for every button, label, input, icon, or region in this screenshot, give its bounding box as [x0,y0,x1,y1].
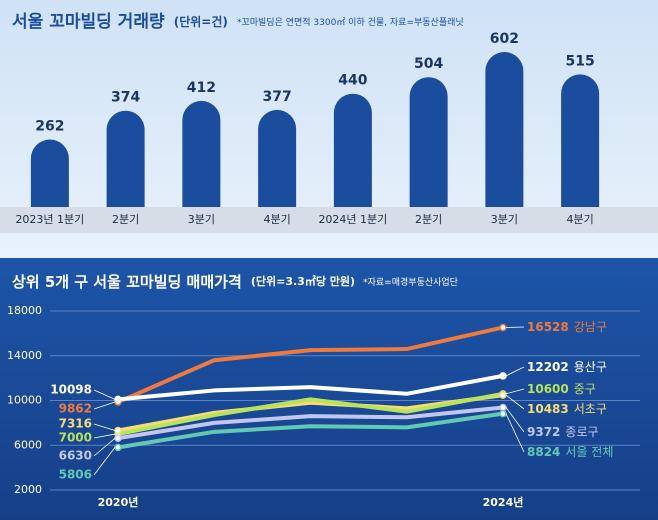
y-tick-label: 2000 [14,483,42,496]
end-value: 16528 [527,320,569,334]
bar [333,93,372,207]
end-label: 10600 중구 [527,382,596,396]
bar [485,52,524,207]
value-label: 504 [414,56,443,72]
end-label: 12202 용산구 [527,360,607,374]
x-tick-label: 2분기 [415,213,442,226]
value-label: 440 [338,73,367,89]
x-tick-label: 3분기 [491,213,518,226]
end-value: 10483 [527,402,569,416]
x-tick-label: 2분기 [112,213,139,226]
leader [505,388,525,395]
point [499,391,507,399]
end-value: 10600 [527,382,569,396]
value-label: 412 [187,80,216,96]
chart-subtitle: (단위=3.3㎡당 만원) [251,274,355,288]
bottom-heading: 상위 5개 구 서울 꼬마빌딩 매매가격 (단위=3.3㎡당 만원) *자료=매… [12,272,458,291]
y-tick-label: 6000 [14,438,42,451]
legend-label: 서울 전체 [565,445,613,459]
legend-label: 중구 [574,382,596,396]
x-tick-label: 4분기 [567,213,594,226]
legend-label: 서초구 [574,402,607,416]
x-tick-label: 2023년 1분기 [15,213,84,226]
chart-note: *꼬마빌딩은 연면적 3300㎡ 이하 건물, 자료=부동산플래닛 [237,16,464,28]
leader [93,401,116,410]
point [499,323,507,332]
end-value: 9372 [527,425,560,439]
value-label: 377 [263,89,292,105]
leader [93,433,116,439]
start-label: 10098 [50,383,92,397]
end-value: 12202 [527,360,569,374]
line [117,411,504,450]
line [117,373,504,402]
x-tick-label: 3분기 [188,213,215,226]
bar [561,74,600,207]
line [117,391,504,437]
value-label: 515 [566,53,595,69]
y-tick-label: 18000 [7,304,42,317]
value-label: 602 [490,31,519,47]
leader [93,437,116,457]
x-tick-label: 2024년 1분기 [318,213,387,226]
start-label: 5806 [59,468,92,482]
end-label: 10483 서초구 [527,402,607,416]
value-label: 262 [35,119,64,135]
leader [93,447,116,476]
end-value: 8824 [527,445,560,459]
chart-title: 상위 5개 구 서울 꼬마빌딩 매매가격 [12,273,242,291]
x-tick-label: 2024년 [483,495,524,509]
leader [505,394,525,410]
line [117,405,504,441]
legend-label: 종로구 [565,425,598,439]
x-tick-label: 4분기 [264,213,291,226]
chart-subtitle: (단위=건) [174,14,228,29]
leader [505,407,525,433]
x-tick-label: 2020년 [98,495,139,509]
point [114,443,122,452]
start-label: 6630 [59,449,92,463]
bar [182,100,221,207]
axis-strip [0,207,658,233]
end-label: 9372 종로구 [527,425,599,439]
value-label: 374 [111,90,140,106]
point [114,395,122,404]
y-tick-label: 14000 [7,349,42,362]
y-tick-label: 10000 [7,394,42,407]
top-heading: 서울 꼬마빌딩 거래량 (단위=건) *꼬마빌딩은 연면적 3300㎡ 이하 건… [12,12,464,33]
point [499,403,507,412]
end-label: 16528 강남구 [527,320,607,334]
leader [505,366,525,377]
leader [93,423,116,431]
leader [93,389,116,400]
point [499,372,507,380]
chart-title: 서울 꼬마빌딩 거래량 [12,12,165,32]
point [114,434,122,442]
end-label: 8824 서울 전체 [527,445,613,459]
bar [409,77,448,207]
point [499,409,507,418]
leader [505,413,525,453]
chart-note: *자료=매경부동산사업단 [363,276,458,288]
bar [258,109,297,207]
point [114,426,122,435]
line [117,325,504,404]
start-label: 7000 [59,431,92,445]
start-label: 9862 [59,402,92,416]
legend-label: 용산구 [574,360,607,374]
start-label: 7316 [59,417,92,431]
bar [106,110,145,207]
bar [30,139,69,207]
legend-label: 강남구 [574,320,607,334]
